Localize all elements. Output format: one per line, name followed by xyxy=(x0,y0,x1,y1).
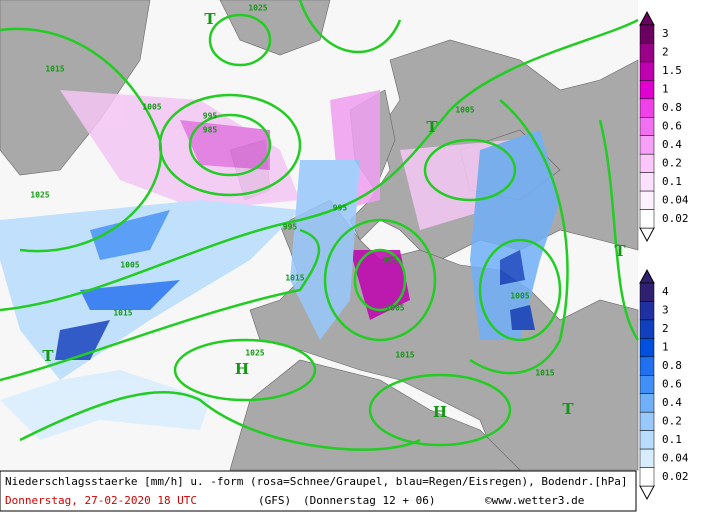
isobar-label: 1025 xyxy=(245,349,264,358)
legend-swatch xyxy=(639,319,655,339)
legend-swatch xyxy=(639,24,655,44)
legend-swatch xyxy=(639,172,655,192)
footer-site: ©www.wetter3.de xyxy=(485,494,584,507)
isobar-label: 1025 xyxy=(30,191,49,200)
legend-swatch xyxy=(639,356,655,376)
footer-description: Niederschlagsstaerke [mm/h] u. -form (ro… xyxy=(5,475,628,488)
legend-swatch xyxy=(639,61,655,81)
legend-label: 4 xyxy=(662,285,669,298)
footer-date: Donnerstag, 27-02-2020 18 UTC xyxy=(5,494,197,507)
legend-label: 0.1 xyxy=(662,433,682,446)
isobar-label: 1005 xyxy=(142,103,161,112)
legend-swatch xyxy=(639,43,655,63)
legend-swatch xyxy=(639,282,655,302)
legend-swatch xyxy=(639,209,655,229)
legend-swatch xyxy=(639,190,655,210)
footer-run: (Donnerstag 12 + 06) xyxy=(303,494,435,507)
legend-label: 0.04 xyxy=(662,193,689,206)
pressure-center: T xyxy=(426,118,438,136)
isobar-label: 1005 xyxy=(385,304,404,313)
isobar-label: 1015 xyxy=(285,274,304,283)
isobar-label: 1005 xyxy=(455,106,474,115)
isobar-label: 1015 xyxy=(395,351,414,360)
legend-label: 0.8 xyxy=(662,359,682,372)
legend-label: 0.2 xyxy=(662,414,682,427)
pressure-center: H xyxy=(433,403,447,421)
legend-label: 1 xyxy=(662,83,669,96)
isobar-label: 995 xyxy=(383,256,398,265)
legend-label: 0.8 xyxy=(662,101,682,114)
legend-label: 2 xyxy=(662,46,669,59)
isobar-label: 1015 xyxy=(113,309,132,318)
isobar-label: 995 xyxy=(203,112,218,121)
legend-swatch xyxy=(639,135,655,155)
pressure-center: T xyxy=(204,10,216,28)
legend-swatch xyxy=(639,393,655,413)
isobar-label: 985 xyxy=(203,126,218,135)
isobar-label: 1015 xyxy=(535,369,554,378)
legend-swatch xyxy=(639,448,655,468)
legend-arrow xyxy=(639,485,655,501)
pressure-center: T xyxy=(562,400,574,418)
isobars xyxy=(0,0,640,451)
legend-label: 0.2 xyxy=(662,156,682,169)
legend-swatch xyxy=(639,153,655,173)
isobar-label: 995 xyxy=(333,204,348,213)
isobar-label: 1005 xyxy=(120,261,139,270)
legend-swatch xyxy=(639,80,655,100)
legend-label: 3 xyxy=(662,27,669,40)
legend-arrow xyxy=(639,268,655,284)
pressure-center: T xyxy=(614,242,626,260)
legend-label: 1.5 xyxy=(662,64,682,77)
pressure-center: T xyxy=(42,347,54,365)
legend-arrow xyxy=(639,227,655,243)
legend-arrow xyxy=(639,10,655,26)
legend-label: 0.1 xyxy=(662,175,682,188)
legend-label: 0.4 xyxy=(662,396,682,409)
isobar-label: 1025 xyxy=(248,4,267,13)
legend-label: 0.6 xyxy=(662,378,682,391)
legend-swatch xyxy=(639,411,655,431)
isobar-label: 1005 xyxy=(510,292,529,301)
legend-swatch xyxy=(639,301,655,321)
isobar-label: 1015 xyxy=(45,65,64,74)
legend-swatch xyxy=(639,98,655,118)
legend-swatch xyxy=(639,338,655,358)
footer-box xyxy=(0,470,637,512)
legend-label: 1 xyxy=(662,341,669,354)
legend-swatch xyxy=(639,375,655,394)
legend-label: 0.04 xyxy=(662,451,689,464)
legend-swatch xyxy=(639,430,655,450)
legend-label: 0.6 xyxy=(662,120,682,133)
legend-label: 0.4 xyxy=(662,138,682,151)
footer-model: (GFS) xyxy=(258,494,291,507)
pressure-center: H xyxy=(235,360,249,378)
legend-swatch xyxy=(639,117,655,136)
legend-label: 0.02 xyxy=(662,470,689,483)
legend-swatch xyxy=(639,467,655,487)
legend-label: 2 xyxy=(662,322,669,335)
legend-label: 3 xyxy=(662,304,669,317)
legend-label: 0.02 xyxy=(662,212,689,225)
isobar-label: 995 xyxy=(283,223,298,232)
